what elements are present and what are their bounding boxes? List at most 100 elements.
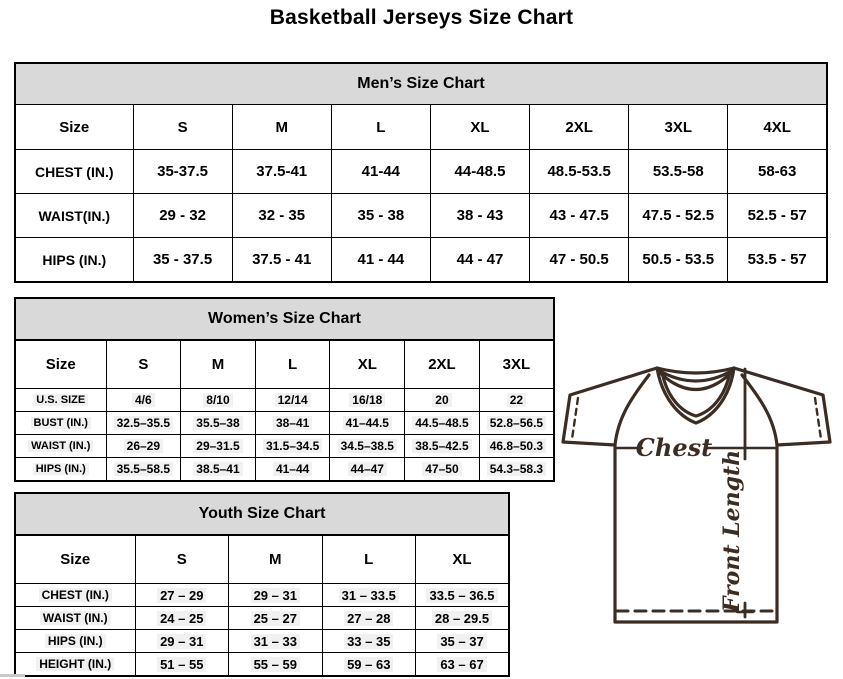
womens-row-1-label: BUST (IN.)	[14, 411, 107, 435]
womens-row-0-label-text: U.S. SIZE	[33, 394, 89, 406]
youth-row-2-value-3-text: 35 – 37	[437, 633, 487, 649]
youth-row-2-value-1-text: 31 – 33	[250, 633, 300, 649]
youth-row-1-value-3-text: 28 – 29.5	[431, 610, 493, 626]
mens-row-2-value-6: 53.5 - 57	[727, 237, 828, 283]
youth-row-3-label-text: HEIGHT (IN.)	[36, 657, 115, 671]
womens-row-0-value-3: 16/18	[329, 388, 406, 412]
youth-row-2-value-2-text: 33 – 35	[344, 633, 394, 649]
youth-row-0-value-3: 33.5 – 36.5	[415, 583, 510, 607]
youth-row-3-value-1-text: 55 – 59	[250, 656, 300, 672]
womens-row-1-value-5: 52.8–56.5	[478, 411, 555, 435]
womens-row-2-value-3-text: 34.5–38.5	[337, 439, 397, 453]
youth-row-1-label-text: WAIST (IN.)	[39, 611, 111, 625]
womens-row-0-value-3-text: 16/18	[349, 393, 386, 407]
womens-row-3-value-5: 54.3–58.3	[478, 457, 555, 482]
youth-row-3-value-3-text: 63 – 67	[437, 656, 487, 672]
womens-row-1-value-1-text: 35.5–38	[193, 416, 243, 430]
womens-row-3-value-4-text: 47–50	[422, 462, 462, 476]
womens-row-3-value-0-text: 35.5–58.5	[113, 462, 174, 476]
womens-row-3-value-1-text: 38.5–41	[193, 462, 243, 476]
youth-row-1-value-2-text: 27 – 28	[344, 610, 394, 626]
mens-row-2-value-1: 37.5 - 41	[231, 237, 332, 283]
youth-row-2: HIPS (IN.) 29 – 31 31 – 33 33 – 35 35 – 37	[14, 629, 510, 653]
mens-col-s: S	[132, 104, 233, 150]
womens-row-1-value-4: 44.5–48.5	[404, 411, 480, 435]
womens-row-0-value-4: 20	[404, 388, 480, 412]
mens-row-2-value-4: 47 - 50.5	[529, 237, 630, 283]
mens-row-0: CHEST (IN.) 35-37.5 37.5-41 41-44 44-48.5 48.…	[14, 149, 828, 194]
jersey-outline	[561, 366, 832, 624]
womens-row-2-value-0-text: 26–29	[123, 439, 164, 453]
womens-row-0-label: U.S. SIZE	[14, 388, 107, 412]
mens-col-4xl: 4XL	[727, 104, 828, 150]
womens-row-0-value-0-text: 4/6	[131, 393, 155, 407]
womens-row-1-value-4-text: 44.5–48.5	[412, 416, 472, 430]
mens-row-0-value-1: 37.5-41	[231, 149, 332, 194]
womens-row-0-value-1: 8/10	[180, 388, 256, 412]
womens-row-0: U.S. SIZE 4/6 8/10 12/14 16/18 20 22	[14, 388, 555, 412]
youth-row-3-value-0-text: 51 – 55	[157, 656, 207, 672]
jersey-collar-inner-v	[660, 370, 732, 418]
mens-size-label: Size	[14, 104, 134, 150]
chest-label: Chest	[636, 433, 712, 462]
womens-row-0-value-2: 12/14	[254, 388, 331, 412]
womens-row-3-value-1: 38.5–41	[180, 457, 256, 482]
womens-row-2-value-5-text: 46.8–50.3	[486, 439, 547, 453]
mens-row-1-value-6: 52.5 - 57	[727, 193, 828, 238]
youth-row-0-value-1-text: 29 – 31	[250, 587, 300, 603]
youth-row-1-value-1: 25 – 27	[228, 606, 323, 630]
mens-row-1-value-2: 35 - 38	[330, 193, 431, 238]
womens-row-1-value-2-text: 38–41	[272, 416, 313, 430]
womens-row-0-value-1-text: 8/10	[203, 393, 233, 407]
mens-row-2-value-5: 50.5 - 53.5	[628, 237, 729, 283]
youth-size-table-container: Youth Size Chart Size S M L XL CHEST (IN.) 27 –…	[14, 492, 510, 677]
mens-col-m: M	[231, 104, 332, 150]
mens-row-0-label: CHEST (IN.)	[14, 149, 134, 194]
mens-row-0-value-5: 53.5-58	[628, 149, 729, 194]
jersey-left-armhole-seam	[613, 373, 651, 447]
page-title: Basketball Jerseys Size Chart	[269, 6, 574, 29]
womens-row-2-value-4-text: 38.5–42.5	[412, 439, 472, 453]
mens-row-0-value-2: 41-44	[330, 149, 431, 194]
jersey-collar-band-2	[657, 370, 734, 392]
youth-row-2-value-0-text: 29 – 31	[157, 633, 207, 649]
youth-row-2-value-0: 29 – 31	[134, 629, 229, 653]
youth-row-0-value-3-text: 33.5 – 36.5	[426, 587, 498, 603]
mens-row-0-value-0: 35-37.5	[132, 149, 233, 194]
jersey-right-cuff-stitch	[813, 396, 823, 441]
womens-table-header: Women’s Size Chart	[14, 297, 555, 341]
womens-size-table-container: Women’s Size Chart Size S M L XL 2XL 3XL U.S. SI…	[14, 297, 555, 482]
womens-row-2-label-text: WAIST (IN.)	[28, 440, 94, 452]
womens-row-2-label: WAIST (IN.)	[14, 434, 107, 458]
mens-row-1-value-5: 47.5 - 52.5	[628, 193, 729, 238]
youth-row-3-value-0: 51 – 55	[134, 652, 229, 677]
womens-row-0-value-0: 4/6	[105, 388, 182, 412]
mens-col-2xl: 2XL	[529, 104, 630, 150]
jersey-left-cuff-stitch	[570, 396, 580, 441]
mens-row-2-value-3: 44 - 47	[429, 237, 531, 283]
youth-row-1-value-0: 24 – 25	[134, 606, 229, 630]
mens-row-1: WAIST(IN.) 29 - 32 32 - 35 35 - 38 38 - 43 43…	[14, 193, 828, 238]
womens-col-s: S	[105, 339, 182, 389]
womens-row-2-value-4: 38.5–42.5	[404, 434, 480, 458]
youth-col-s: S	[134, 534, 229, 584]
womens-row-2-value-0: 26–29	[105, 434, 182, 458]
mens-table-header: Men’s Size Chart	[14, 62, 828, 105]
youth-row-1-value-0-text: 24 – 25	[157, 610, 207, 626]
youth-size-label: Size	[14, 534, 136, 584]
jersey-collar-band-1	[656, 368, 735, 383]
womens-row-1-value-2: 38–41	[254, 411, 331, 435]
youth-row-0-value-0: 27 – 29	[134, 583, 229, 607]
youth-col-m: M	[228, 534, 323, 584]
youth-row-3: HEIGHT (IN.) 51 – 55 55 – 59 59 – 63 63 – 67	[14, 652, 510, 677]
mens-size-table-container: Men’s Size Chart Size S M L XL 2XL 3XL 4XL CHEST …	[14, 62, 828, 283]
mens-row-0-value-4: 48.5-53.5	[529, 149, 630, 194]
youth-row-1-value-2: 27 – 28	[321, 606, 416, 630]
jersey-right-armhole-seam	[740, 373, 779, 447]
womens-row-1-value-1: 35.5–38	[180, 411, 256, 435]
womens-row-0-value-5: 22	[478, 388, 555, 412]
mens-row-1-value-1: 32 - 35	[231, 193, 332, 238]
youth-row-0: CHEST (IN.) 27 – 29 29 – 31 31 – 33.5 33.5 –…	[14, 583, 510, 607]
womens-row-1-value-3-text: 41–44.5	[342, 416, 392, 430]
youth-size-table: Youth Size Chart Size S M L XL CHEST (IN.) 27 –…	[14, 492, 510, 677]
